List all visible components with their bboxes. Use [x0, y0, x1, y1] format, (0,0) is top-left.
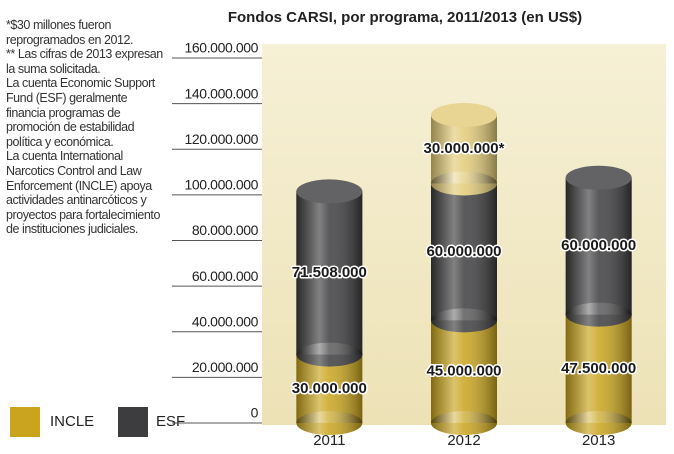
segment-bottom-shade	[431, 171, 497, 196]
bar-segment	[431, 183, 497, 333]
bar-segment	[296, 354, 363, 435]
note: *$30 millones fueron reprogramados en 20…	[6, 18, 133, 47]
note: ** Las cifras de 2013 expresan la suma s…	[6, 47, 163, 76]
y-tick-label: 120.000.000	[185, 131, 259, 147]
y-tick-label: 20.000.000	[192, 359, 259, 375]
cylinder-top	[296, 179, 363, 204]
cylinder-top-shine	[431, 103, 497, 128]
y-tick-label: 60.000.000	[192, 268, 259, 284]
segment-shade	[565, 177, 632, 315]
segment-shade	[431, 183, 497, 321]
y-tick-label: 160.000.000	[185, 40, 259, 56]
x-tick-label: 2012	[447, 432, 480, 449]
cylinder-top	[565, 165, 632, 190]
y-tick-label: 0	[251, 405, 259, 421]
y-tick-label: 100.000.000	[185, 177, 259, 193]
data-label: 30.000.000*	[424, 140, 505, 157]
segment-bottom-shade	[296, 411, 363, 435]
data-label: 47.500.000	[561, 360, 636, 377]
cylinder-top-shine	[296, 179, 363, 204]
y-tick-label: 40.000.000	[192, 313, 259, 329]
legend-label: INCLE	[50, 413, 94, 430]
segment-bottom-shade	[431, 411, 497, 435]
data-label: 60.000.000	[561, 237, 636, 254]
bar-segment	[565, 177, 632, 327]
segment-bottom-shade	[296, 342, 363, 367]
data-label: 60.000.000	[426, 243, 501, 260]
legend-swatch	[118, 407, 148, 437]
note: La cuenta International Narcotics Contro…	[6, 149, 160, 237]
segment-shade	[565, 314, 632, 423]
chart-title: Fondos CARSI, por programa, 2011/2013 (e…	[228, 9, 582, 26]
cylinder-top	[431, 103, 497, 128]
segment-bottom-shade	[565, 302, 632, 327]
legend-swatch	[10, 407, 40, 437]
x-tick-label: 2011	[313, 432, 345, 449]
segment-bottom-shade	[565, 411, 632, 435]
bar-segment	[296, 191, 363, 367]
segment-shade	[296, 191, 363, 355]
segment-bottom-shade	[431, 308, 497, 333]
y-tick-label: 80.000.000	[192, 222, 259, 238]
bar-segment	[431, 320, 497, 435]
legend-label: ESF	[156, 413, 185, 430]
note: La cuenta Economic Support Fund (ESF) ge…	[6, 76, 155, 149]
bar-segment	[565, 314, 632, 435]
notes: *$30 millones fueron reprogramados en 20…	[6, 18, 168, 237]
data-label: 71.508.000	[292, 264, 367, 281]
x-tick-label: 2013	[582, 432, 615, 449]
cylinder-top-shine	[565, 165, 632, 190]
data-label: 30.000.000	[292, 380, 367, 397]
segment-shade	[431, 320, 497, 423]
data-label: 45.000.000	[426, 363, 501, 380]
y-tick-label: 140.000.000	[185, 85, 259, 101]
